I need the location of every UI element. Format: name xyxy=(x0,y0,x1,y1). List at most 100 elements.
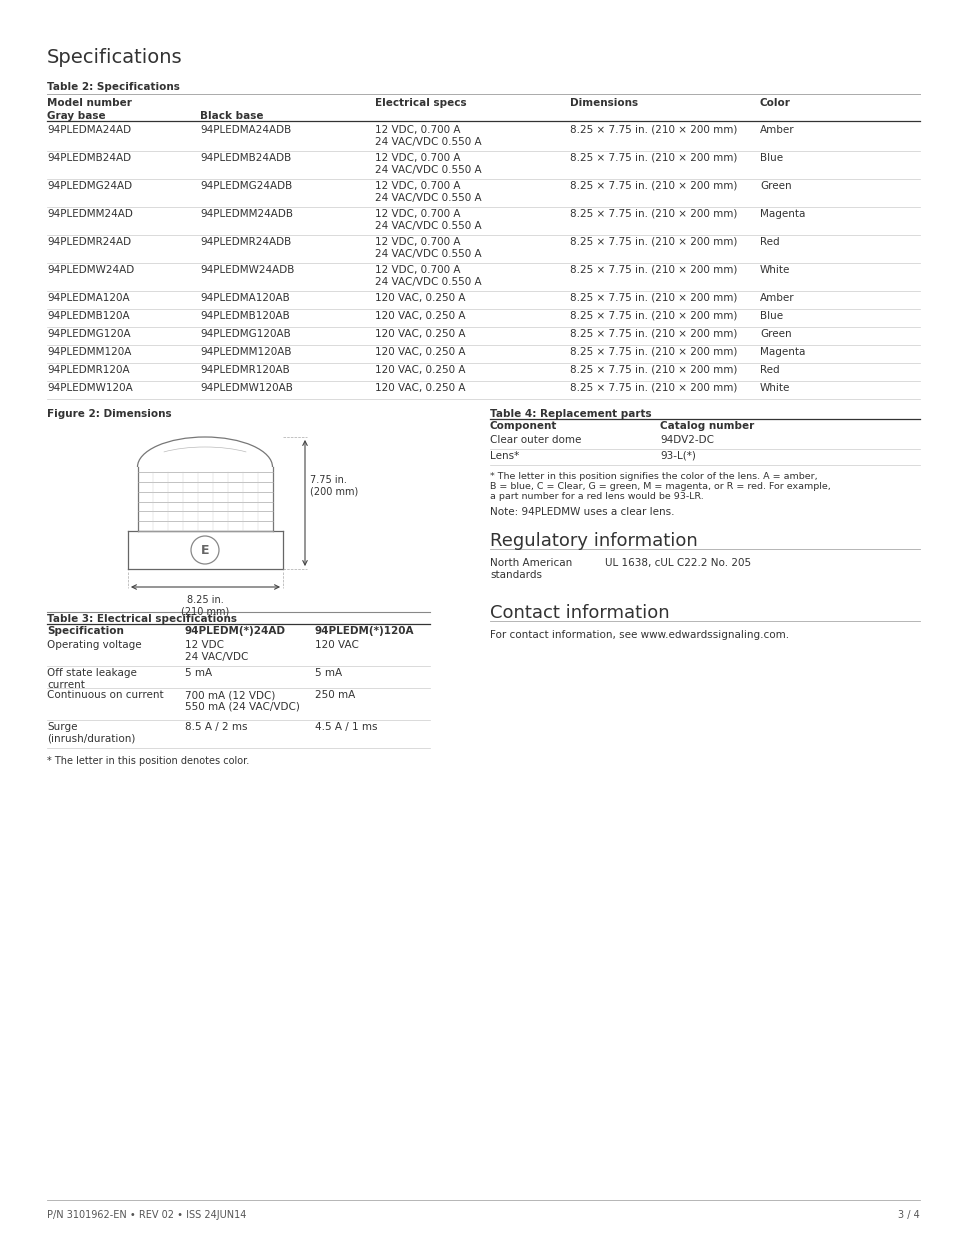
Text: 120 VAC, 0.250 A: 120 VAC, 0.250 A xyxy=(375,383,465,393)
Text: 94PLEDMM24AD: 94PLEDMM24AD xyxy=(47,209,132,219)
Text: Off state leakage
current: Off state leakage current xyxy=(47,668,136,689)
Text: UL 1638, cUL C22.2 No. 205: UL 1638, cUL C22.2 No. 205 xyxy=(604,558,750,568)
Text: 4.5 A / 1 ms: 4.5 A / 1 ms xyxy=(314,722,377,732)
Text: 5 mA: 5 mA xyxy=(185,668,212,678)
Text: 94PLEDMB24AD: 94PLEDMB24AD xyxy=(47,153,131,163)
Text: 12 VDC, 0.700 A
24 VAC/VDC 0.550 A: 12 VDC, 0.700 A 24 VAC/VDC 0.550 A xyxy=(375,153,481,174)
Text: 94PLEDMR24ADB: 94PLEDMR24ADB xyxy=(200,237,291,247)
Text: 8.25 × 7.75 in. (210 × 200 mm): 8.25 × 7.75 in. (210 × 200 mm) xyxy=(569,153,737,163)
Text: Clear outer dome: Clear outer dome xyxy=(490,435,580,445)
Text: 94PLEDMG24AD: 94PLEDMG24AD xyxy=(47,182,132,191)
Text: E: E xyxy=(200,543,209,557)
Text: 8.25 × 7.75 in. (210 × 200 mm): 8.25 × 7.75 in. (210 × 200 mm) xyxy=(569,311,737,321)
Text: 8.25 × 7.75 in. (210 × 200 mm): 8.25 × 7.75 in. (210 × 200 mm) xyxy=(569,366,737,375)
Text: Specifications: Specifications xyxy=(47,48,182,67)
Text: 120 VAC, 0.250 A: 120 VAC, 0.250 A xyxy=(375,366,465,375)
Text: Green: Green xyxy=(760,329,791,338)
Text: 94PLEDMW24AD: 94PLEDMW24AD xyxy=(47,266,134,275)
Text: 3 / 4: 3 / 4 xyxy=(898,1210,919,1220)
Text: 94PLEDMM120A: 94PLEDMM120A xyxy=(47,347,132,357)
Text: 8.25 in.
(210 mm): 8.25 in. (210 mm) xyxy=(181,595,229,616)
Text: 120 VAC: 120 VAC xyxy=(314,640,358,650)
Text: Magenta: Magenta xyxy=(760,209,804,219)
Text: 94PLEDMG24ADB: 94PLEDMG24ADB xyxy=(200,182,292,191)
Text: 120 VAC, 0.250 A: 120 VAC, 0.250 A xyxy=(375,311,465,321)
Text: 94PLEDMW120A: 94PLEDMW120A xyxy=(47,383,132,393)
Text: Green: Green xyxy=(760,182,791,191)
Text: * The letter in this position signifies the color of the lens. A = amber,: * The letter in this position signifies … xyxy=(490,472,817,480)
Text: 7.75 in.
(200 mm): 7.75 in. (200 mm) xyxy=(310,475,358,496)
Text: 94PLEDMB120A: 94PLEDMB120A xyxy=(47,311,130,321)
Text: Specification: Specification xyxy=(47,626,124,636)
Text: 94PLEDMB120AB: 94PLEDMB120AB xyxy=(200,311,290,321)
Text: Regulatory information: Regulatory information xyxy=(490,532,697,550)
Text: 8.25 × 7.75 in. (210 × 200 mm): 8.25 × 7.75 in. (210 × 200 mm) xyxy=(569,347,737,357)
Text: 12 VDC, 0.700 A
24 VAC/VDC 0.550 A: 12 VDC, 0.700 A 24 VAC/VDC 0.550 A xyxy=(375,209,481,231)
Text: * The letter in this position denotes color.: * The letter in this position denotes co… xyxy=(47,756,249,766)
Text: 93-L(*): 93-L(*) xyxy=(659,451,695,461)
Text: 120 VAC, 0.250 A: 120 VAC, 0.250 A xyxy=(375,347,465,357)
Text: Red: Red xyxy=(760,366,779,375)
Text: 94PLEDMA24ADB: 94PLEDMA24ADB xyxy=(200,125,291,135)
Text: Black base: Black base xyxy=(200,111,263,121)
Text: 94PLEDMR120AB: 94PLEDMR120AB xyxy=(200,366,290,375)
Text: For contact information, see www.edwardssignaling.com.: For contact information, see www.edwards… xyxy=(490,630,788,640)
Text: Figure 2: Dimensions: Figure 2: Dimensions xyxy=(47,409,172,419)
Text: Model number: Model number xyxy=(47,98,132,107)
Text: Amber: Amber xyxy=(760,125,794,135)
Text: 5 mA: 5 mA xyxy=(314,668,342,678)
Text: Operating voltage: Operating voltage xyxy=(47,640,141,650)
Text: 8.25 × 7.75 in. (210 × 200 mm): 8.25 × 7.75 in. (210 × 200 mm) xyxy=(569,182,737,191)
Text: 94PLEDMA120A: 94PLEDMA120A xyxy=(47,293,130,303)
Text: Electrical specs: Electrical specs xyxy=(375,98,466,107)
Text: Component: Component xyxy=(490,421,557,431)
Text: 250 mA: 250 mA xyxy=(314,690,355,700)
Text: 94PLEDMA24AD: 94PLEDMA24AD xyxy=(47,125,131,135)
Text: Contact information: Contact information xyxy=(490,604,669,622)
Text: 8.25 × 7.75 in. (210 × 200 mm): 8.25 × 7.75 in. (210 × 200 mm) xyxy=(569,329,737,338)
Text: P/N 3101962-EN • REV 02 • ISS 24JUN14: P/N 3101962-EN • REV 02 • ISS 24JUN14 xyxy=(47,1210,246,1220)
Text: 94PLEDMW120AB: 94PLEDMW120AB xyxy=(200,383,293,393)
Text: B = blue, C = Clear, G = green, M = magenta, or R = red. For example,: B = blue, C = Clear, G = green, M = mage… xyxy=(490,482,830,492)
Text: 8.25 × 7.75 in. (210 × 200 mm): 8.25 × 7.75 in. (210 × 200 mm) xyxy=(569,266,737,275)
Text: White: White xyxy=(760,266,789,275)
Text: Blue: Blue xyxy=(760,311,782,321)
Text: a part number for a red lens would be 93-LR.: a part number for a red lens would be 93… xyxy=(490,492,703,501)
Text: 94PLEDMG120AB: 94PLEDMG120AB xyxy=(200,329,291,338)
Text: 8.5 A / 2 ms: 8.5 A / 2 ms xyxy=(185,722,247,732)
Text: Table 4: Replacement parts: Table 4: Replacement parts xyxy=(490,409,651,419)
Text: Amber: Amber xyxy=(760,293,794,303)
Text: 94PLEDMB24ADB: 94PLEDMB24ADB xyxy=(200,153,291,163)
Text: 12 VDC, 0.700 A
24 VAC/VDC 0.550 A: 12 VDC, 0.700 A 24 VAC/VDC 0.550 A xyxy=(375,237,481,258)
Text: Magenta: Magenta xyxy=(760,347,804,357)
Text: 120 VAC, 0.250 A: 120 VAC, 0.250 A xyxy=(375,293,465,303)
Text: 94PLEDMG120A: 94PLEDMG120A xyxy=(47,329,131,338)
Text: 94PLEDMR24AD: 94PLEDMR24AD xyxy=(47,237,131,247)
Text: 700 mA (12 VDC)
550 mA (24 VAC/VDC): 700 mA (12 VDC) 550 mA (24 VAC/VDC) xyxy=(185,690,299,711)
Text: 94PLEDMA120AB: 94PLEDMA120AB xyxy=(200,293,290,303)
Text: Surge
(inrush/duration): Surge (inrush/duration) xyxy=(47,722,135,743)
Text: Table 3: Electrical specifications: Table 3: Electrical specifications xyxy=(47,614,236,624)
Text: Table 2: Specifications: Table 2: Specifications xyxy=(47,82,180,91)
Text: 12 VDC, 0.700 A
24 VAC/VDC 0.550 A: 12 VDC, 0.700 A 24 VAC/VDC 0.550 A xyxy=(375,182,481,203)
Text: Note: 94PLEDMW uses a clear lens.: Note: 94PLEDMW uses a clear lens. xyxy=(490,508,674,517)
Text: 8.25 × 7.75 in. (210 × 200 mm): 8.25 × 7.75 in. (210 × 200 mm) xyxy=(569,237,737,247)
Text: Catalog number: Catalog number xyxy=(659,421,754,431)
Text: 120 VAC, 0.250 A: 120 VAC, 0.250 A xyxy=(375,329,465,338)
Text: 94PLEDMW24ADB: 94PLEDMW24ADB xyxy=(200,266,294,275)
Text: Color: Color xyxy=(760,98,790,107)
Text: 94PLEDMM120AB: 94PLEDMM120AB xyxy=(200,347,292,357)
Text: White: White xyxy=(760,383,789,393)
Text: North American
standards: North American standards xyxy=(490,558,572,579)
Text: 94PLEDMM24ADB: 94PLEDMM24ADB xyxy=(200,209,293,219)
Text: Dimensions: Dimensions xyxy=(569,98,638,107)
Text: Lens*: Lens* xyxy=(490,451,518,461)
Text: 8.25 × 7.75 in. (210 × 200 mm): 8.25 × 7.75 in. (210 × 200 mm) xyxy=(569,125,737,135)
Text: 8.25 × 7.75 in. (210 × 200 mm): 8.25 × 7.75 in. (210 × 200 mm) xyxy=(569,209,737,219)
Text: 94DV2-DC: 94DV2-DC xyxy=(659,435,713,445)
Text: 8.25 × 7.75 in. (210 × 200 mm): 8.25 × 7.75 in. (210 × 200 mm) xyxy=(569,293,737,303)
Text: 94PLEDMR120A: 94PLEDMR120A xyxy=(47,366,130,375)
Text: Blue: Blue xyxy=(760,153,782,163)
Text: 12 VDC, 0.700 A
24 VAC/VDC 0.550 A: 12 VDC, 0.700 A 24 VAC/VDC 0.550 A xyxy=(375,266,481,287)
Text: 94PLEDM(*)120A: 94PLEDM(*)120A xyxy=(314,626,414,636)
